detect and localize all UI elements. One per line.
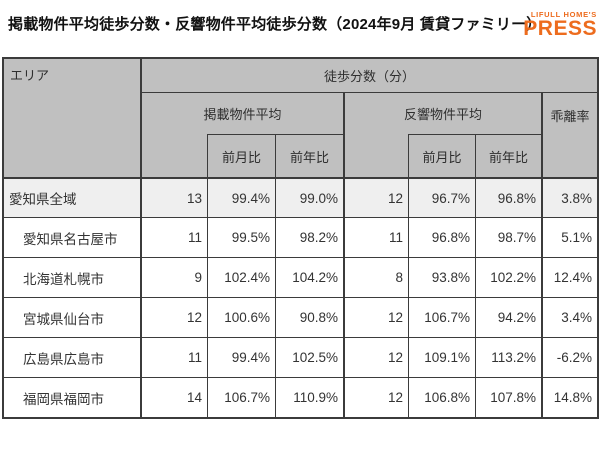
cell-listed-yoy: 90.8% [275, 297, 343, 337]
cell-listed-mom: 100.6% [207, 297, 275, 337]
row-area-name: 宮城県仙台市 [4, 297, 140, 337]
header-divergence-rate: 乖離率 [541, 92, 597, 177]
header-response-yoy: 前年比 [475, 134, 541, 177]
row-area-name: 愛知県全域 [4, 177, 140, 217]
row-area-name: 北海道札幌市 [4, 257, 140, 297]
cell-response-mom: 106.8% [408, 377, 475, 417]
cell-response-minutes: 12 [343, 297, 408, 337]
cell-listed-yoy: 110.9% [275, 377, 343, 417]
header-response-count-spacer [343, 134, 408, 177]
cell-listed-mom: 106.7% [207, 377, 275, 417]
page-title: 掲載物件平均徒歩分数・反響物件平均徒歩分数（2024年9月 賃貸ファミリー） [8, 16, 542, 33]
cell-divergence: 5.1% [541, 217, 597, 257]
cell-listed-mom: 99.4% [207, 177, 275, 217]
logo-lifull-homes-text: LIFULL HOME'S [530, 10, 597, 19]
header-listed-count-spacer [140, 134, 207, 177]
cell-response-yoy: 94.2% [475, 297, 541, 337]
header-listed-average: 掲載物件平均 [140, 92, 343, 134]
walk-minutes-table: エリア 徒歩分数（分） 掲載物件平均 反響物件平均 乖離率 前月比 前年比 前月… [2, 57, 599, 419]
cell-response-yoy: 113.2% [475, 337, 541, 377]
header-response-mom: 前月比 [408, 134, 475, 177]
cell-listed-mom: 102.4% [207, 257, 275, 297]
header-walk-minutes: 徒歩分数（分） [140, 59, 597, 92]
header-area: エリア [4, 59, 140, 177]
cell-listed-minutes: 11 [140, 337, 207, 377]
lifull-homes-press-logo: LIFULL HOME'S PRESS [523, 11, 597, 38]
cell-response-minutes: 11 [343, 217, 408, 257]
header-listed-yoy: 前年比 [275, 134, 343, 177]
cell-listed-yoy: 104.2% [275, 257, 343, 297]
cell-response-yoy: 107.8% [475, 377, 541, 417]
row-area-name: 愛知県名古屋市 [4, 217, 140, 257]
cell-response-mom: 96.8% [408, 217, 475, 257]
cell-response-mom: 93.8% [408, 257, 475, 297]
header-response-average: 反響物件平均 [343, 92, 541, 134]
cell-divergence: 14.8% [541, 377, 597, 417]
cell-listed-yoy: 98.2% [275, 217, 343, 257]
cell-listed-minutes: 14 [140, 377, 207, 417]
cell-response-yoy: 102.2% [475, 257, 541, 297]
cell-response-mom: 109.1% [408, 337, 475, 377]
cell-response-yoy: 96.8% [475, 177, 541, 217]
cell-response-minutes: 12 [343, 377, 408, 417]
cell-divergence: 3.4% [541, 297, 597, 337]
cell-divergence: 3.8% [541, 177, 597, 217]
cell-response-mom: 106.7% [408, 297, 475, 337]
cell-response-mom: 96.7% [408, 177, 475, 217]
cell-listed-mom: 99.4% [207, 337, 275, 377]
cell-listed-yoy: 102.5% [275, 337, 343, 377]
cell-divergence: -6.2% [541, 337, 597, 377]
cell-response-yoy: 98.7% [475, 217, 541, 257]
cell-response-minutes: 12 [343, 177, 408, 217]
cell-listed-minutes: 13 [140, 177, 207, 217]
row-area-name: 福岡県福岡市 [4, 377, 140, 417]
cell-listed-minutes: 9 [140, 257, 207, 297]
cell-response-minutes: 8 [343, 257, 408, 297]
cell-divergence: 12.4% [541, 257, 597, 297]
logo-press-text: PRESS [523, 16, 597, 40]
row-area-name: 広島県広島市 [4, 337, 140, 377]
header-listed-mom: 前月比 [207, 134, 275, 177]
cell-response-minutes: 12 [343, 337, 408, 377]
cell-listed-minutes: 11 [140, 217, 207, 257]
cell-listed-mom: 99.5% [207, 217, 275, 257]
cell-listed-minutes: 12 [140, 297, 207, 337]
cell-listed-yoy: 99.0% [275, 177, 343, 217]
